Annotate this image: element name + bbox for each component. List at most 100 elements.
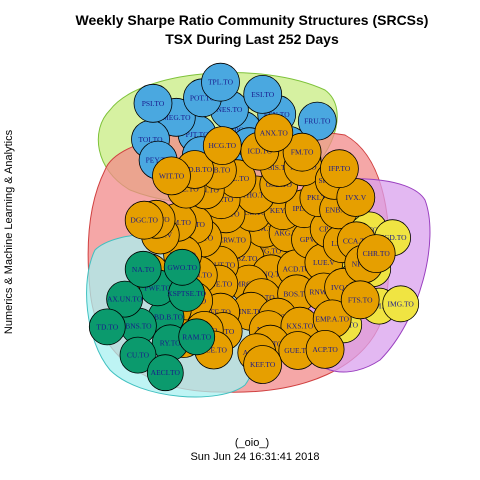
node-circle [340,280,380,320]
node-label: CU.TO [127,351,150,360]
node-label: CPB.TO [204,166,230,175]
node-label: PSI.TO [142,99,165,108]
node-label: CRW.TO [218,235,246,244]
diagram-title-line2: TSX During Last 252 Days [165,31,339,47]
node-label: XSPTSE.TO [167,289,206,298]
node-label: SIS.TO [268,163,291,172]
node-circle [152,156,191,196]
node-circle [243,75,283,114]
node-label: RAM.TO [182,332,211,341]
node-label: EMP.A.TO [315,314,349,323]
footer-timestamp: Sun Jun 24 16:31:41 2018 [190,451,319,463]
node-label: AKG.TO [274,228,303,237]
node-hcg-to: HCG.TO [202,126,242,166]
node-label: IVQ.TO [331,283,357,292]
node-label: KEF.TO [250,360,276,369]
node-circle [356,234,396,274]
node-circle [88,308,126,346]
node-label: FTS.TO [348,295,373,304]
node-fts-to: FTS.TO [340,280,380,320]
node-circle [163,248,201,286]
node-circle [319,149,359,189]
node-label: THO.TO [242,190,270,199]
node-label: TOI.TO [138,135,163,144]
node-label: SSL.TO [225,174,250,183]
node-aeci-to: AECI.TO [146,354,184,392]
node-label: WJA.TO [251,224,279,233]
node-label: RNW.TO [309,288,338,297]
node-label: NA.TO [132,265,155,274]
node-label: TD.TO [96,322,118,331]
node-label: BOS.TO [283,289,310,298]
node-circle [106,280,143,318]
node-label: INE.TO [239,307,264,316]
node-label: PLM.TO [164,218,192,227]
node-label: CHR.TO [363,249,391,258]
node-label: NG.TO [259,247,282,256]
node-label: TSE.TO [174,185,200,194]
node-fru-to: FRU.TO [297,101,337,141]
node-tpl-to: TPL.TO [201,62,240,102]
node-label: ICD.TO [247,147,272,156]
node-label: LUN.TO [192,185,220,194]
node-label: IMG.TO [388,299,415,308]
node-label: ENB.TO [325,205,352,214]
node-acp-to: ACP.TO [305,329,345,369]
node-label: CCA.TO [343,236,371,245]
node-gwo-to: GWO.TO [163,248,201,286]
node-label: ACD.TO [283,264,311,273]
node-label: HCG.TO [209,141,237,150]
node-label: KXS.TO [287,322,314,331]
node-label: PEY.TO [146,156,172,165]
node-circle [119,336,157,374]
node-circle [201,62,240,102]
node-ax-un-to: AX.UN.TO [106,280,143,318]
node-label: ANX.TO [260,128,289,137]
node-wit-to: WIT.TO [152,156,191,196]
node-circle [133,83,173,123]
node-label: FSZ.TO [233,254,258,263]
node-label: BCE.TO [201,346,228,355]
diagram-title-line1: Weekly Sharpe Ratio Community Structures… [76,12,429,28]
node-label: KEY.TO [270,206,297,215]
node-label: CP.TO [319,224,340,233]
node-label: PKI.TO [307,193,331,202]
node-label: IFP.TO [329,164,351,173]
node-label: AECI.TO [151,368,181,377]
node-anx-to: ANX.TO [254,113,294,153]
node-label: NGD.TO [379,233,408,242]
node-label: TPL.TO [208,78,234,87]
node-layer: CPG.TOPJT.TONES.TODTE.TOMEG.TOESN.TOCNS.… [88,62,420,392]
node-circle [305,329,345,369]
node-label: ACP.TO [312,345,338,354]
node-label: PWF.TO [144,283,171,292]
node-label: BNS.TO [125,322,152,331]
node-label: LUE.V [313,258,335,267]
node-na-to: NA.TO [124,250,162,288]
node-label: ESI.TO [251,90,275,99]
node-label: WIT.TO [159,171,185,180]
footer-signature: (_oio_) [235,437,269,449]
node-circle [282,132,322,172]
node-label: NES.TO [216,105,242,114]
node-label: AEM.TO [365,302,394,311]
node-psi-to: PSI.TO [133,83,173,123]
y-axis-label: Numerics & Machine Learning & Analytics [3,129,15,334]
node-dgc-to: DGC.TO [124,200,164,240]
node-chr-to: CHR.TO [356,234,396,274]
node-label: AX.UN.TO [107,295,143,304]
node-label: CNE.TO [205,280,232,289]
node-fm-to: FM.TO [282,132,322,172]
node-label: IVX.V [345,193,366,202]
node-ifp-to: IFP.TO [319,149,359,189]
node-img-to: IMG.TO [382,285,420,323]
node-label: FE.TO [210,308,231,317]
node-td-to: TD.TO [88,308,126,346]
node-ram-to: RAM.TO [178,318,216,356]
node-circle [124,200,164,240]
node-label: GWO.TO [167,263,197,272]
node-label: GPV.V [300,235,322,244]
node-circle [382,285,420,323]
node-circle [178,318,216,356]
node-circle [124,250,162,288]
